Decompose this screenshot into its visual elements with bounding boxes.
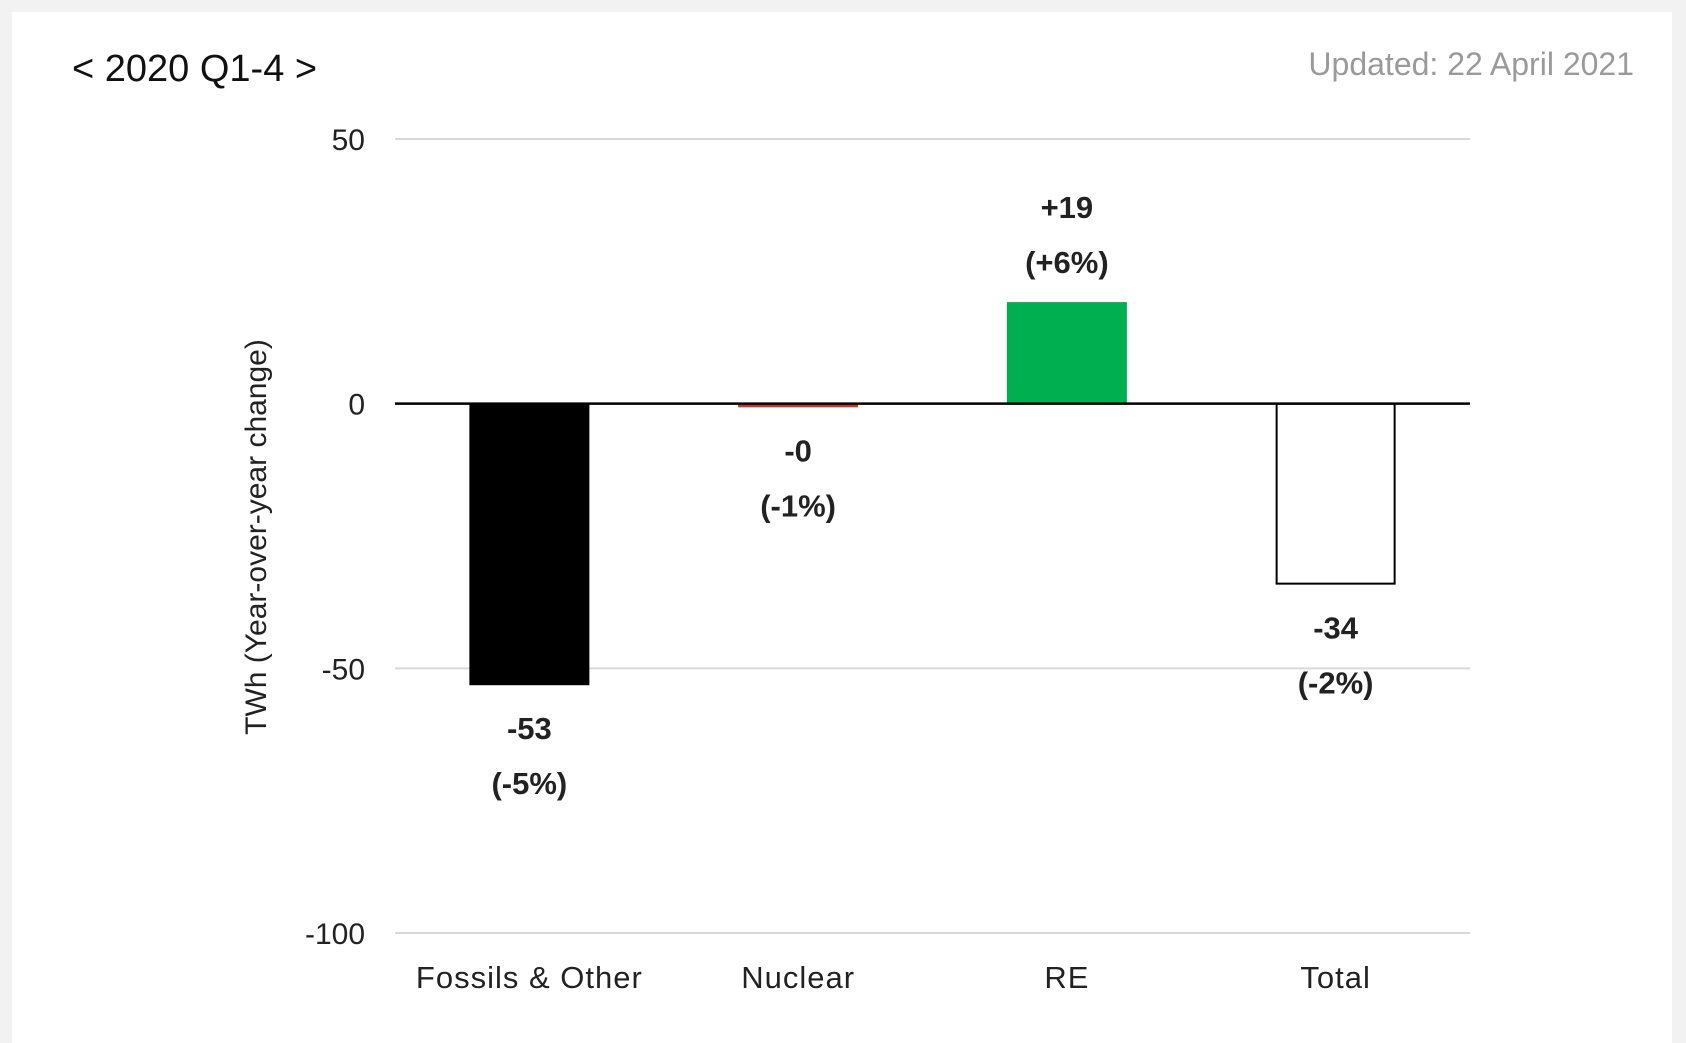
bars xyxy=(469,302,1396,686)
category-label: Nuclear xyxy=(741,960,855,995)
y-axis-title: TWh (Year-over-year change) xyxy=(240,339,273,735)
bar-fossils-other xyxy=(469,402,590,686)
bar-re xyxy=(1006,302,1127,405)
category-label: RE xyxy=(1044,960,1089,995)
value-labels: -53 (-5%) -0 (-1%) +19 (+6%) -34 (-2%) xyxy=(491,190,1373,801)
bar-total xyxy=(1275,402,1396,585)
y-tick-label: -100 xyxy=(305,918,365,951)
x-axis-categories: Fossils & Other Nuclear RE Total xyxy=(416,960,1370,995)
category-label: Fossils & Other xyxy=(416,960,643,995)
value-label: -34 xyxy=(1313,611,1359,646)
value-label: +19 xyxy=(1041,190,1094,225)
percent-label: (+6%) xyxy=(1025,245,1109,280)
y-tick-label: 0 xyxy=(348,389,365,422)
y-tick-label: -50 xyxy=(322,653,365,686)
category-label: Total xyxy=(1300,960,1370,995)
percent-label: (-1%) xyxy=(760,488,836,523)
value-label: -53 xyxy=(507,711,552,746)
updated-note: Updated: 22 April 2021 xyxy=(1308,46,1634,82)
percent-label: (-2%) xyxy=(1298,666,1374,701)
percent-label: (-5%) xyxy=(491,766,567,801)
value-label: -0 xyxy=(784,433,812,468)
period-title: < 2020 Q1-4 > xyxy=(72,48,318,90)
y-tick-label: 50 xyxy=(332,124,365,157)
y-axis-ticks: 50 0 -50 -100 xyxy=(305,124,365,951)
